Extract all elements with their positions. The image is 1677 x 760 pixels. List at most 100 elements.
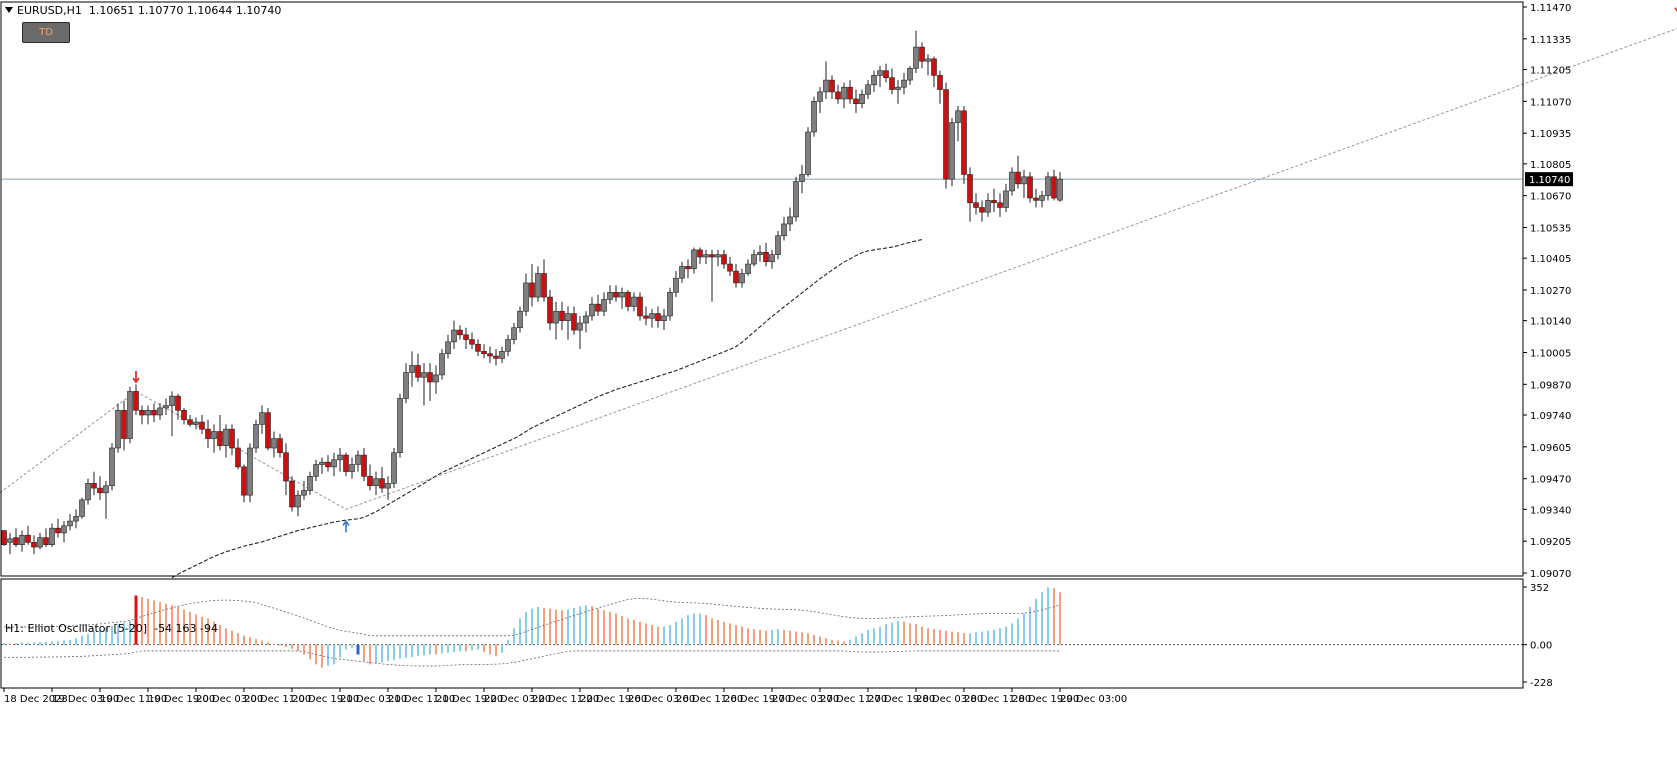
oscillator-bar — [597, 608, 599, 645]
candle — [235, 438, 241, 470]
candle — [283, 443, 289, 496]
candle-body — [331, 459, 337, 468]
oscillator-bar — [789, 630, 791, 645]
candle — [715, 249, 721, 267]
candle-body — [217, 431, 223, 446]
candle-body — [343, 454, 349, 472]
candle — [181, 407, 187, 425]
candle-body — [931, 58, 937, 76]
oscillator-bar — [1041, 592, 1043, 645]
oscillator-bar — [15, 643, 17, 645]
oscillator-bar — [939, 629, 941, 645]
oscillator-pane — [1, 587, 1523, 668]
oscillator-bar — [297, 644, 299, 652]
candle-body — [457, 329, 463, 336]
oscillator-values: -54 163 -94 — [154, 622, 219, 635]
oscillator-bar — [411, 644, 413, 657]
candle-body — [289, 480, 295, 508]
oscillator-bar — [1023, 613, 1025, 645]
candle-body — [31, 542, 37, 548]
oscillator-bar — [81, 635, 83, 645]
price-tick-label: 1.10670 — [1530, 192, 1571, 203]
oscillator-bar — [333, 644, 335, 665]
candle — [565, 306, 571, 340]
candle-body — [853, 98, 859, 104]
oscillator-bar — [435, 644, 437, 655]
oscillator-bar — [1059, 592, 1061, 645]
candle-body — [793, 181, 799, 218]
collapse-triangle-icon[interactable] — [5, 7, 13, 13]
oscillator-bar — [513, 628, 515, 645]
candle — [751, 249, 757, 267]
oscillator-bar — [93, 631, 95, 645]
candle — [631, 292, 637, 312]
candle-body — [1039, 195, 1045, 201]
oscillator-bar — [105, 627, 107, 645]
oscillator-bar — [591, 606, 593, 645]
candle-body — [355, 454, 361, 465]
oscillator-bar — [561, 610, 563, 645]
candle — [727, 256, 733, 276]
candle — [295, 490, 301, 517]
candle — [1057, 172, 1063, 202]
time-tick-label: 22 Dec 19:00 — [580, 694, 647, 705]
candle-body — [553, 310, 559, 324]
candle-body — [397, 398, 403, 454]
candle-body — [25, 534, 31, 543]
price-tick-label: 1.10270 — [1530, 286, 1571, 297]
oscillator-bar — [339, 644, 341, 658]
candle — [919, 42, 925, 69]
candle — [445, 334, 451, 359]
candle — [457, 325, 463, 340]
oscillator-bar — [849, 639, 851, 645]
candle-body — [79, 499, 85, 517]
candle — [775, 231, 781, 260]
candle-body — [631, 296, 637, 307]
oscillator-bar — [111, 625, 113, 645]
candle-body — [781, 223, 787, 237]
candle-body — [733, 270, 739, 284]
candle-body — [1057, 178, 1063, 201]
oscillator-bar — [483, 644, 485, 653]
oscillator-bar — [375, 644, 377, 664]
candle — [583, 311, 589, 333]
td-button[interactable]: TD — [22, 22, 70, 43]
oscillator-bar — [801, 632, 803, 645]
candle-body — [907, 68, 913, 81]
oscillator-bar — [579, 606, 581, 645]
oscillator-bar — [345, 644, 347, 650]
candle-body — [577, 322, 583, 331]
candle-body — [973, 202, 979, 208]
candle-body — [697, 249, 703, 258]
oscillator-bar — [207, 618, 209, 645]
candle — [505, 334, 511, 357]
candle — [787, 207, 793, 232]
oscillator-bar — [633, 620, 635, 645]
time-tick-label: 18 Dec 2023 — [4, 694, 68, 705]
oscillator-bar — [621, 615, 623, 645]
oscillator-frame — [0, 578, 1524, 689]
oscillator-bar — [134, 595, 138, 645]
candle — [979, 200, 985, 222]
candle — [901, 73, 907, 95]
candle-body — [763, 251, 769, 262]
oscillator-bar — [555, 609, 557, 645]
candle — [289, 476, 295, 512]
oscillator-bar — [69, 639, 71, 645]
candle — [517, 306, 523, 333]
candle — [943, 82, 949, 189]
candle — [73, 509, 79, 529]
candle-body — [127, 391, 133, 439]
candle — [709, 249, 715, 302]
symbol-name: EURUSD,H1 — [17, 4, 82, 17]
candle-body — [715, 254, 721, 258]
candle-body — [559, 310, 565, 321]
candle — [187, 414, 193, 427]
time-tick-label: 26 Dec 03:00 — [628, 694, 695, 705]
candle — [61, 521, 67, 543]
oscillator-bar — [843, 641, 845, 645]
candle — [169, 391, 175, 437]
candle — [205, 419, 211, 449]
